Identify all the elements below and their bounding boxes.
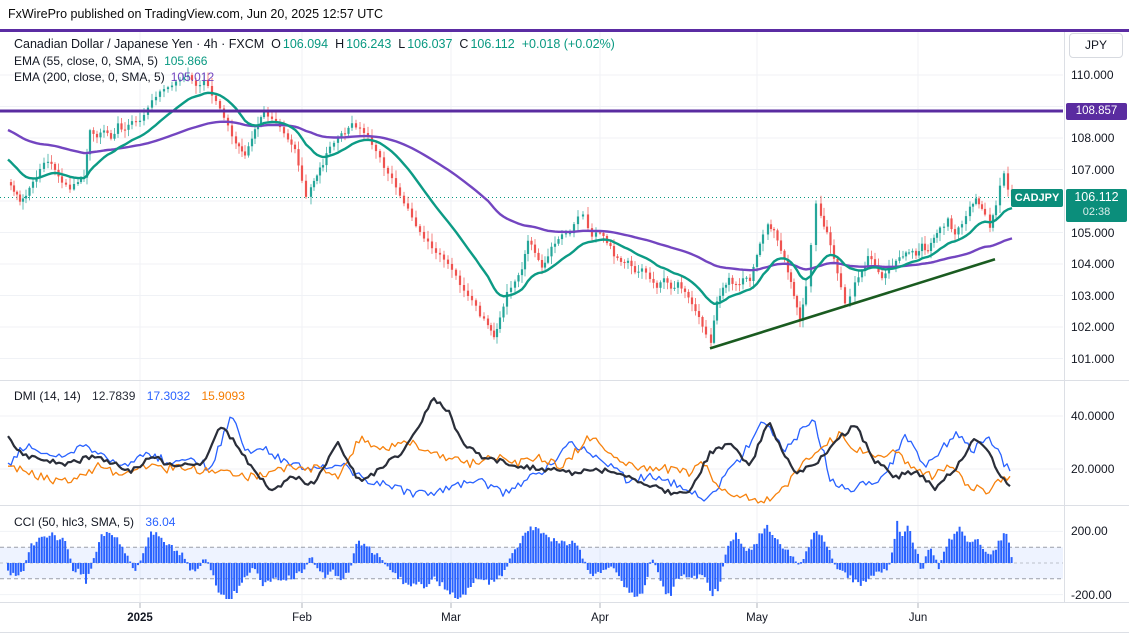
cci-legend[interactable]: CCI (50, hlc3, SMA, 5) 36.04 — [14, 515, 175, 530]
price-axis-label: 101.000 — [1071, 351, 1115, 366]
panel-separators — [0, 32, 1129, 633]
ema200-line — [7, 120, 1013, 272]
ohlc-key: C — [459, 37, 469, 51]
time-axis-label: May — [746, 612, 768, 624]
dmi-axis-label: 40.0000 — [1071, 409, 1115, 423]
dmi-adx-value: 12.7839 — [92, 389, 136, 403]
ohlc-value: 106.094 — [282, 37, 329, 51]
top-separator — [0, 29, 1129, 32]
price-axis-label: 104.000 — [1071, 257, 1115, 271]
ohlc-value: 106.037 — [407, 37, 453, 51]
time-axis-label: 2025 — [127, 612, 153, 624]
currency-toggle-button[interactable]: JPY — [1069, 33, 1123, 58]
dmi-label: DMI (14, 14) — [14, 389, 81, 403]
dmi-legend[interactable]: DMI (14, 14) 12.7839 17.3032 15.9093 — [14, 389, 245, 404]
time-axis-label: Mar — [441, 612, 461, 624]
ohlc-values: O 106.094 H 106.243 L 106.037 C 106.112 — [264, 37, 515, 51]
price-axis-label: 105.000 — [1071, 225, 1115, 240]
price-axis-label: 103.000 — [1071, 288, 1115, 303]
ema200-value: 105.012 — [170, 70, 215, 84]
ema55-legend[interactable]: EMA (55, close, 0, SMA, 5) 105.866 — [14, 54, 207, 69]
ema200-legend[interactable]: EMA (200, close, 0, SMA, 5) 105.012 — [14, 70, 214, 85]
ohlc-value: 106.112 — [470, 37, 515, 51]
last-price-badge: 106.112 02:38 — [1066, 188, 1127, 222]
last-price-value: 106.112 — [1074, 189, 1119, 204]
price-panel[interactable] — [0, 67, 1063, 350]
cci-axis-label: -200.00 — [1071, 587, 1112, 602]
time-axis[interactable]: 2025 Feb Mar Apr May Jun — [0, 604, 1129, 634]
ohlc-key: L — [398, 37, 406, 51]
ohlc-value: 106.243 — [346, 37, 392, 51]
ohlc-key: O — [271, 37, 281, 51]
price-axis[interactable]: JPY 110.000 108.000 107.000 105.000 104.000 1… — [1064, 29, 1129, 604]
plus-di-line — [7, 416, 1011, 502]
dmi-minus-di-value: 15.9093 — [201, 389, 245, 403]
price-axis-label: 110.000 — [1071, 68, 1114, 82]
bar-countdown: 02:38 — [1082, 205, 1111, 218]
time-axis-label: Jun — [908, 612, 928, 624]
time-axis-label: Apr — [591, 612, 609, 624]
ema55-value: 105.866 — [164, 54, 208, 68]
change-value: +0.018 (+0.02%) — [521, 37, 615, 51]
candlestick-series[interactable] — [9, 67, 1014, 347]
cci-histogram — [7, 520, 1013, 599]
time-axis-label: Feb — [292, 612, 312, 624]
dmi-axis-label: 20.0000 — [1071, 462, 1115, 476]
level-price-badge: 108.857 — [1066, 102, 1127, 120]
publisher-text: FxWirePro published on TradingView.com, … — [8, 7, 383, 21]
symbol-price-label-badge: CADJPY — [1011, 189, 1063, 208]
cci-axis-label: 200.00 — [1071, 524, 1108, 539]
dmi-plus-di-value: 17.3032 — [146, 389, 191, 403]
symbol-title: Canadian Dollar / Japanese Yen · 4h · FX… — [14, 37, 265, 51]
ema200-label: EMA (200, close, 0, SMA, 5) — [14, 70, 165, 84]
cci-value: 36.04 — [145, 515, 176, 529]
price-axis-label: 102.000 — [1071, 320, 1115, 334]
cci-label: CCI (50, hlc3, SMA, 5) — [14, 515, 135, 529]
symbol-legend[interactable]: Canadian Dollar / Japanese Yen · 4h · FX… — [14, 37, 615, 52]
price-axis-label: 108.000 — [1071, 131, 1115, 145]
support-trendline — [709, 258, 996, 350]
publisher-bar: FxWirePro published on TradingView.com, … — [8, 7, 383, 21]
adx-line — [7, 397, 1011, 496]
cci-panel[interactable] — [0, 520, 1063, 599]
ohlc-key: H — [335, 37, 345, 51]
price-axis-label: 107.000 — [1071, 162, 1115, 177]
ema55-label: EMA (55, close, 0, SMA, 5) — [14, 54, 159, 68]
dmi-panel[interactable] — [7, 397, 1011, 504]
